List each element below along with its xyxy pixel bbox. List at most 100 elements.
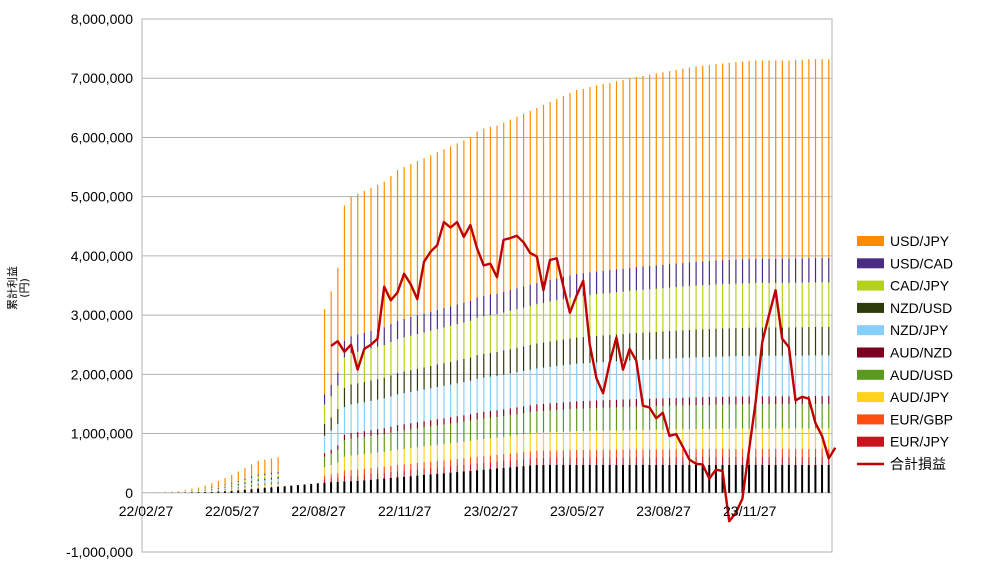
bar-segment-cad-jpy (615, 292, 618, 335)
bar-segment-aud-jpy (224, 490, 226, 491)
bar-segment-aud-nzd (343, 434, 346, 441)
bar-segment-eur-gbp (363, 468, 365, 475)
bar-segment-aud-nzd (456, 416, 458, 423)
bar-segment-aud-nzd (649, 398, 651, 407)
bar-segment-nzd-jpy (443, 385, 445, 419)
bar-segment-nzd-usd (562, 339, 564, 366)
bar-segment-usd-jpy (635, 77, 637, 268)
bar-segment-cad-jpy (702, 285, 704, 330)
bar-segment-cad-jpy (569, 297, 571, 339)
bar-segment-cad-jpy (556, 300, 558, 341)
bar-segment-eur-gbp (503, 454, 505, 461)
bar-segment-cad-jpy (649, 289, 651, 333)
bar-segment-nzd-jpy (781, 355, 783, 397)
bar-segment-usd-cad (469, 300, 472, 321)
bar-segment-usd-cad (748, 258, 750, 284)
bar-segment-usd-cad (549, 279, 551, 302)
bar-segment-aud-usd (403, 430, 405, 449)
bar-segment-cad-jpy (496, 314, 498, 352)
bar-segment-usd-cad (443, 308, 445, 328)
bar-segment-nzd-jpy (244, 483, 246, 487)
bar-segment-eur-jpy (536, 457, 538, 465)
bar-segment-nzd-jpy (536, 368, 538, 405)
bar-segment-eur-gbp (436, 460, 438, 468)
bar-segment-usd-cad (343, 340, 346, 358)
bar-segment-nzd-jpy (469, 380, 472, 415)
bar-segment-aud-jpy (277, 484, 279, 486)
bar-segment-cad-jpy (197, 490, 200, 491)
bar-segment-aud-nzd (483, 411, 485, 419)
bar-segment-usd-cad (569, 275, 571, 298)
bar-segment-usd-jpy (589, 87, 591, 273)
bar-segment-eur-gbp (728, 448, 730, 457)
bar-segment-eur-jpy (264, 487, 266, 489)
bar-segment-nzd-jpy (390, 396, 392, 427)
bar-segment-eur-gbp (390, 465, 392, 472)
bar-segment-eur-gbp (702, 448, 704, 457)
bar-base (509, 467, 512, 493)
bar-segment-aud-nzd (277, 481, 279, 483)
bar-base (277, 486, 280, 493)
bar-segment-aud-jpy (781, 428, 783, 449)
bar-segment-aud-nzd (781, 396, 783, 405)
bar-segment-nzd-jpy (330, 430, 332, 450)
bar-segment-aud-jpy (403, 448, 405, 465)
bar-segment-eur-gbp (576, 449, 578, 458)
bar-base (827, 464, 830, 493)
bar-segment-nzd-jpy (702, 357, 704, 398)
bar-segment-cad-jpy (768, 282, 770, 328)
legend-label: AUD/NZD (890, 345, 952, 361)
bar-segment-usd-jpy (350, 196, 352, 337)
bar-segment-eur-gbp (383, 466, 385, 473)
legend-swatch (857, 325, 884, 336)
bar-segment-aud-usd (695, 405, 697, 430)
bar-base (462, 471, 465, 493)
bar-segment-nzd-jpy (761, 355, 764, 397)
bar-segment-eur-gbp (761, 448, 764, 457)
bar-segment-usd-jpy (423, 158, 425, 314)
bar-segment-aud-nzd (635, 398, 637, 407)
bar-segment-eur-jpy (609, 457, 611, 465)
bar-segment-nzd-usd (808, 327, 810, 356)
bar-segment-nzd-jpy (509, 373, 511, 409)
bar-base (217, 491, 220, 493)
bar-segment-aud-usd (828, 404, 830, 429)
bar-segment-nzd-usd (231, 485, 233, 487)
bar-segment-eur-jpy (483, 462, 485, 470)
bar-base (748, 464, 751, 493)
bar-segment-nzd-usd (775, 327, 777, 356)
bar-segment-eur-jpy (595, 457, 598, 465)
bar-base (449, 472, 452, 493)
bar-segment-nzd-jpy (741, 356, 744, 397)
bar-segment-aud-usd (675, 405, 677, 430)
bar-segment-usd-cad (489, 294, 492, 316)
legend-swatch (857, 258, 884, 269)
bar-segment-cad-jpy (237, 481, 239, 484)
bar-segment-aud-nzd (323, 453, 326, 457)
bar-segment-eur-gbp (629, 449, 631, 458)
bar-base (515, 466, 518, 493)
bar-segment-nzd-jpy (403, 393, 405, 425)
bar-segment-aud-usd (569, 409, 571, 432)
bar-segment-eur-jpy (257, 488, 259, 489)
bar-segment-usd-cad (688, 262, 691, 287)
bar-segment-usd-cad (323, 394, 326, 405)
bar-segment-nzd-usd (396, 372, 399, 395)
bar-segment-usd-cad (416, 315, 419, 335)
bar-segment-aud-usd (370, 435, 372, 454)
bar-segment-usd-jpy (748, 61, 750, 259)
bar-segment-nzd-jpy (217, 488, 219, 490)
bar-segment-usd-jpy (224, 477, 226, 485)
bar-base (263, 488, 266, 493)
bar-segment-nzd-jpy (562, 365, 564, 403)
legend-label: NZD/JPY (890, 322, 949, 338)
bar-segment-nzd-usd (662, 331, 664, 359)
bar-segment-usd-jpy (688, 67, 691, 263)
bar-segment-nzd-usd (828, 327, 830, 356)
bar-segment-aud-jpy (483, 438, 485, 457)
bar-segment-aud-nzd (595, 400, 598, 409)
bar-segment-cad-jpy (370, 348, 372, 381)
bar-segment-nzd-usd (410, 370, 412, 392)
bar-segment-nzd-jpy (795, 355, 797, 397)
bar-segment-nzd-usd (503, 350, 505, 375)
